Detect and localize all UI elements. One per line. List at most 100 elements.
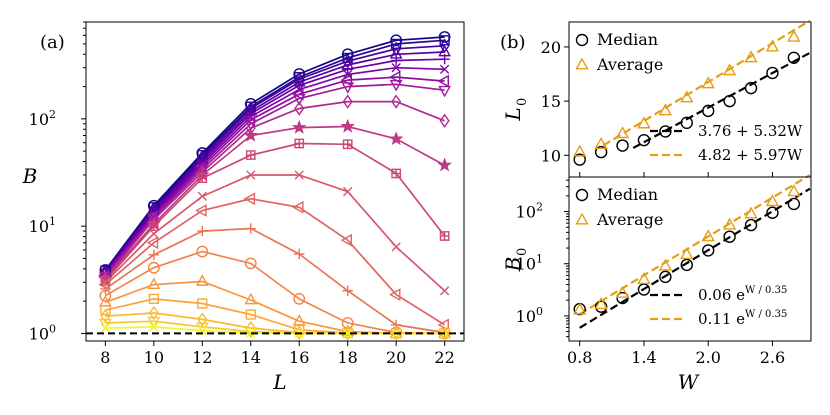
series-1-marker (390, 34, 403, 47)
panel-b-bottom-ylabel-main: B (501, 257, 525, 273)
b-bottom-median-marker (744, 218, 758, 232)
series-15-marker (99, 289, 112, 302)
x-tick-label: 20 (386, 348, 406, 367)
series-13-marker (292, 200, 304, 214)
series-line-3 (104, 44, 445, 272)
b-bottom-average-marker (722, 217, 737, 230)
panel-b-bottom-frame (568, 176, 812, 342)
x-tick-label: 8 (100, 348, 110, 367)
series-17-marker (197, 298, 208, 309)
series-line-6 (104, 66, 445, 275)
b-bottom-median-marker (723, 230, 736, 243)
y-tick-label: 102 (516, 201, 543, 222)
series-11-marker (439, 231, 450, 241)
series-15-marker (147, 261, 160, 274)
series-9-marker (391, 94, 402, 109)
series-5-marker (390, 55, 402, 66)
series-15-marker (196, 245, 209, 258)
series-2-marker (342, 52, 353, 64)
panel-b-xlabel: W (678, 370, 700, 394)
b-bottom-average-marker (744, 206, 758, 219)
panel-b-top-ylabel-sub: 0 (515, 98, 530, 106)
series-13-marker (340, 233, 353, 247)
fit-legend-label-1: 3.76 + 5.32W (698, 122, 803, 140)
series-13-marker (243, 192, 256, 206)
panel-b-top-ylabel-main: L (501, 107, 525, 121)
fit-legend-exponent-1: W / 0.35 (745, 285, 787, 296)
series-7-marker (437, 74, 449, 88)
panel-b-top-axes: 10 15 20 (541, 38, 773, 177)
b-top-median-marker (787, 51, 801, 64)
b-top-average-marker (637, 116, 651, 129)
series-14-marker (100, 283, 111, 295)
y-tick-label: 100 (29, 322, 56, 343)
series-20-marker (100, 323, 111, 333)
series-line-1 (104, 36, 445, 271)
b-top-average-marker (701, 76, 715, 89)
series-16-marker (147, 277, 161, 289)
series-line-12 (104, 174, 446, 292)
series-14-marker (245, 223, 256, 234)
y-tick-label-exponent: 1 (49, 215, 56, 228)
fit-legend-exponent-2: W / 0.35 (745, 309, 787, 320)
series-12-marker (343, 186, 353, 197)
b-top-average-marker (765, 39, 780, 52)
series-19-marker (147, 316, 161, 329)
y-tick-label: 15 (541, 92, 561, 111)
series-line-7 (104, 76, 445, 276)
b-top-average-marker (573, 144, 587, 157)
x-tick-label: 2.6 (760, 348, 785, 367)
series-line-8 (104, 83, 445, 277)
panel-b-label: (b) (500, 32, 526, 53)
series-13-marker (98, 278, 110, 292)
series-19-marker (341, 329, 355, 341)
b-top-median-marker (616, 139, 629, 152)
series-13-marker (146, 236, 159, 250)
series-20-marker (149, 322, 159, 332)
legend-label-median: Median (597, 30, 658, 49)
x-tick-label: 2.0 (695, 348, 720, 367)
b-bottom-median-marker (616, 291, 629, 305)
series-5-marker (342, 64, 353, 75)
series-11-marker (245, 150, 256, 160)
legend-marker-median (575, 33, 589, 47)
series-line-13 (104, 197, 446, 326)
series-12-marker (246, 170, 256, 180)
b-bottom-median-marker (637, 283, 651, 296)
series-8-marker (341, 82, 355, 94)
x-tick-label: 18 (338, 348, 358, 367)
series-14-marker (342, 285, 353, 296)
legend-marker-average (575, 212, 589, 225)
series-18-marker (245, 320, 256, 336)
series-10-marker (388, 131, 404, 146)
fit-legend-label-2: 0.11 eW / 0.35 (698, 309, 787, 328)
fit-legend-label-2: 4.82 + 5.97W (698, 146, 803, 164)
b-top-average-marker (680, 90, 694, 103)
series-13-marker (437, 318, 449, 332)
series-9-marker (342, 94, 353, 109)
panel-b-top: 10 15 20 (b) L 0 Median Average 3.76 + 5.32… (500, 19, 812, 178)
b-bottom-average-marker (765, 194, 780, 207)
b-bottom-median-marker (659, 270, 672, 284)
panel-b-bottom-fit-legend: 0.06 eW / 0.35 0.11 eW / 0.35 (650, 285, 787, 328)
series-16-marker (244, 292, 258, 305)
series-12-marker (439, 286, 450, 296)
series-14-marker (148, 249, 160, 261)
b-top-median-marker (723, 94, 736, 108)
panel-b-top-ylabel: L 0 (501, 98, 530, 122)
b-bottom-average-marker (573, 302, 587, 315)
panel-b-top-legend: Median Average (575, 30, 663, 74)
b-top-median-marker (659, 125, 672, 138)
series-line-14 (104, 227, 445, 334)
series-14-marker (197, 225, 208, 237)
series-10-marker (437, 157, 452, 172)
series-19-marker (389, 329, 403, 341)
series-11-marker (294, 138, 305, 149)
x-tick-label: 14 (241, 348, 261, 367)
y-tick-label: 20 (541, 38, 561, 57)
b-bottom-median-marker (766, 206, 779, 219)
